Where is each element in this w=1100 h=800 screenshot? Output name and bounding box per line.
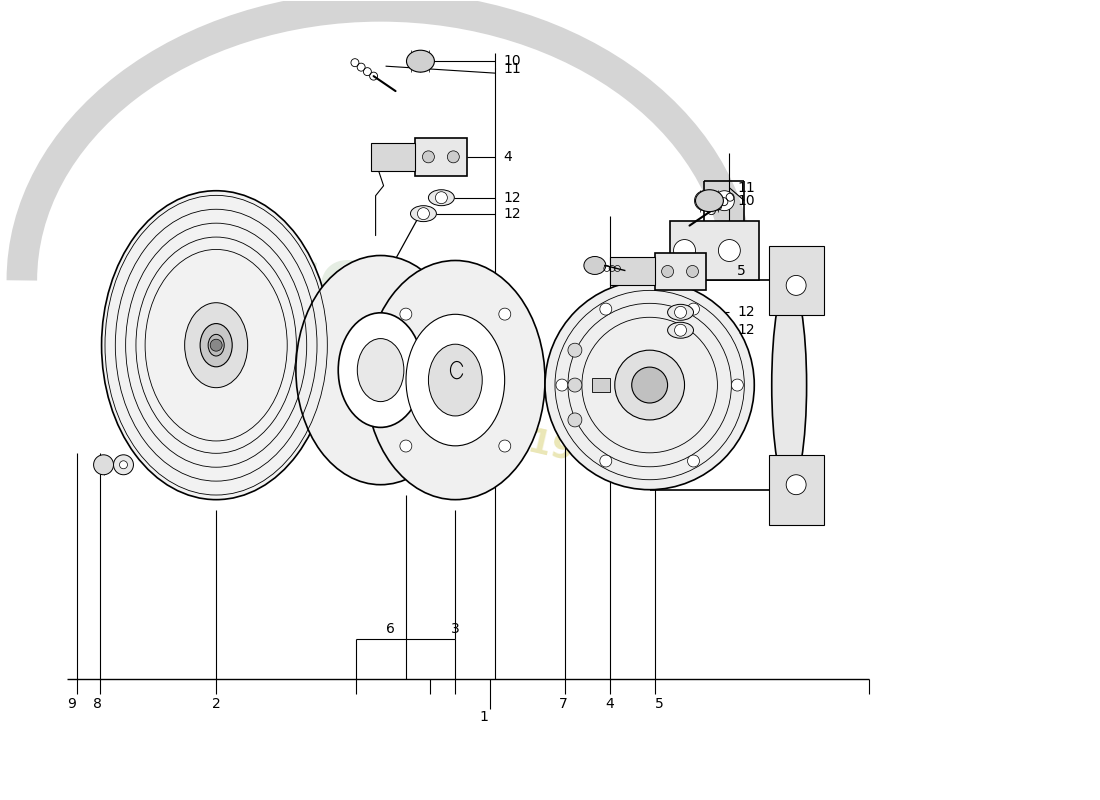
Text: 11: 11 xyxy=(503,62,521,76)
Circle shape xyxy=(544,281,755,490)
Circle shape xyxy=(568,343,582,357)
Circle shape xyxy=(732,379,744,391)
Circle shape xyxy=(94,455,113,474)
Circle shape xyxy=(120,461,128,469)
Circle shape xyxy=(615,350,684,420)
Circle shape xyxy=(694,190,714,210)
Ellipse shape xyxy=(772,281,806,490)
Circle shape xyxy=(714,190,735,210)
Text: parts: parts xyxy=(224,365,377,415)
Circle shape xyxy=(498,308,510,320)
Ellipse shape xyxy=(358,338,404,402)
Text: 10: 10 xyxy=(503,54,520,68)
Ellipse shape xyxy=(296,255,465,485)
Ellipse shape xyxy=(668,322,693,338)
Circle shape xyxy=(673,239,695,262)
Ellipse shape xyxy=(584,257,606,274)
Circle shape xyxy=(718,239,740,262)
Circle shape xyxy=(674,306,686,318)
Bar xyxy=(769,246,824,315)
Circle shape xyxy=(568,378,582,392)
Circle shape xyxy=(556,379,568,391)
Circle shape xyxy=(686,266,698,278)
Text: 8: 8 xyxy=(94,697,102,711)
Circle shape xyxy=(400,308,411,320)
Circle shape xyxy=(786,474,806,494)
Circle shape xyxy=(498,440,510,452)
Text: 1: 1 xyxy=(480,710,488,724)
Circle shape xyxy=(568,413,582,427)
Ellipse shape xyxy=(101,190,331,500)
Ellipse shape xyxy=(208,334,224,356)
Bar xyxy=(609,258,654,286)
Circle shape xyxy=(436,192,448,204)
Circle shape xyxy=(688,303,700,315)
Text: 10: 10 xyxy=(737,194,755,208)
Circle shape xyxy=(600,455,612,467)
Circle shape xyxy=(422,151,435,163)
Text: 11: 11 xyxy=(737,181,755,194)
Ellipse shape xyxy=(428,190,454,206)
Circle shape xyxy=(210,339,222,351)
Text: 5: 5 xyxy=(656,697,664,711)
Bar xyxy=(654,253,706,290)
Ellipse shape xyxy=(407,50,434,72)
Text: 12: 12 xyxy=(737,323,755,338)
Circle shape xyxy=(400,440,411,452)
Ellipse shape xyxy=(668,304,693,320)
Text: 4: 4 xyxy=(503,150,512,164)
Circle shape xyxy=(661,266,673,278)
Text: 12: 12 xyxy=(737,306,755,319)
Circle shape xyxy=(113,455,133,474)
Ellipse shape xyxy=(410,206,437,222)
Text: 12: 12 xyxy=(503,190,520,205)
Text: etcos: etcos xyxy=(189,243,414,318)
Text: 7: 7 xyxy=(559,697,568,711)
Circle shape xyxy=(600,303,612,315)
Bar xyxy=(670,221,759,281)
Ellipse shape xyxy=(185,302,248,388)
Ellipse shape xyxy=(365,261,544,500)
Text: 9: 9 xyxy=(67,697,76,711)
Ellipse shape xyxy=(200,323,232,367)
Ellipse shape xyxy=(406,314,505,446)
Text: 2: 2 xyxy=(212,697,220,711)
Bar xyxy=(371,143,416,170)
Ellipse shape xyxy=(428,344,482,416)
Circle shape xyxy=(631,367,668,403)
Text: 6: 6 xyxy=(386,622,395,636)
Circle shape xyxy=(674,324,686,336)
Bar xyxy=(769,455,824,525)
Bar xyxy=(416,138,468,176)
Text: 5: 5 xyxy=(737,265,746,278)
Circle shape xyxy=(786,275,806,295)
Circle shape xyxy=(688,455,700,467)
Text: since 1985: since 1985 xyxy=(418,401,623,478)
Ellipse shape xyxy=(695,190,724,212)
Circle shape xyxy=(448,151,460,163)
Text: 12: 12 xyxy=(503,206,520,221)
Text: 4: 4 xyxy=(605,697,614,711)
Ellipse shape xyxy=(338,313,422,427)
Bar xyxy=(592,378,609,392)
Circle shape xyxy=(418,208,429,220)
Text: 3: 3 xyxy=(451,622,460,636)
